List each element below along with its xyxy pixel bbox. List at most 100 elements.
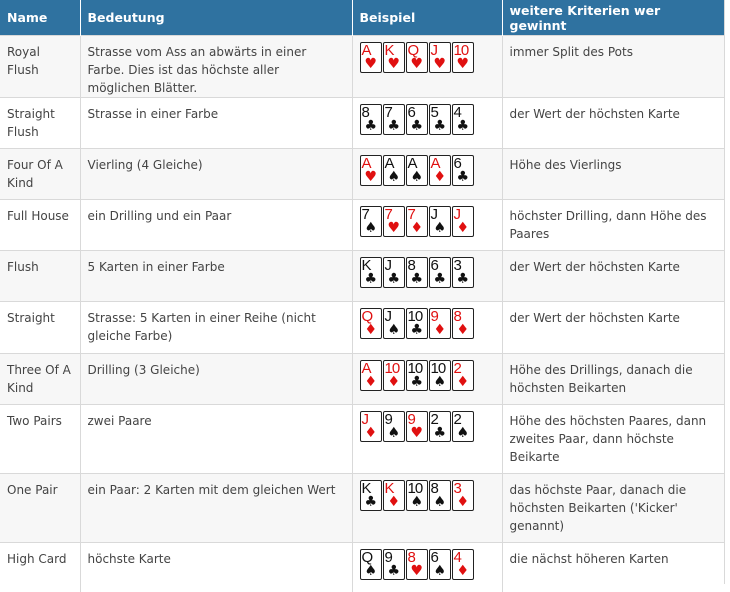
spade-suit-icon: ♠ [387,322,401,338]
card-rank: K [361,257,372,274]
spade-suit-icon: ♠ [364,563,378,579]
card-rank: J [384,308,392,325]
hand-example: 8 ♣ 7 ♣ 6 ♣ 5 ♣ 4 ♣ [352,97,503,149]
hand-example: 7 ♠ 7 ♥ 7 ♦ J ♠ J ♦ [352,199,503,251]
playing-card: 8 ♣ [359,104,382,135]
card-rank: Q [407,42,420,59]
club-suit-icon: ♣ [433,118,447,134]
card-rank: 10 [407,480,424,497]
hand-meaning: höchste Karte [80,542,353,592]
playing-card: 6 ♠ [428,549,451,580]
playing-card: 7 ♠ [359,206,382,237]
playing-card: 7 ♥ [382,206,405,237]
hand-criteria: der Wert der höchsten Karte [502,97,724,149]
card-group: K ♣ J ♣ 8 ♣ 6 ♣ 3 ♣ [359,257,495,288]
card-rank: K [384,480,395,497]
club-suit-icon: ♣ [364,118,378,134]
diamond-suit-icon: ♦ [456,494,470,510]
card-rank: 9 [407,411,416,428]
playing-card: 3 ♦ [451,480,474,511]
hand-criteria: Höhe des höchsten Paares, dann zweites P… [502,404,724,474]
hand-criteria: höchster Drilling, dann Höhe des Paares [502,199,724,251]
playing-card: Q ♠ [359,549,382,580]
heart-suit-icon: ♥ [364,56,378,72]
spade-suit-icon: ♠ [410,494,424,510]
playing-card: 6 ♣ [405,104,428,135]
card-group: J ♦ 9 ♠ 9 ♥ 2 ♣ 2 ♠ [359,411,495,442]
club-suit-icon: ♣ [364,494,378,510]
card-group: Q ♠ 9 ♣ 8 ♥ 6 ♠ 4 ♦ [359,549,495,580]
card-rank: K [384,42,395,59]
diamond-suit-icon: ♦ [456,374,470,390]
hand-name: Full House [0,199,81,251]
card-rank: 5 [430,104,439,121]
playing-card: J ♠ [428,206,451,237]
hand-name: Four Of A Kind [0,148,81,200]
card-rank: 7 [361,206,370,223]
hand-name: One Pair [0,473,81,543]
card-rank: K [361,480,372,497]
card-rank: 6 [407,104,416,121]
hand-name: High Card [0,542,81,592]
diamond-suit-icon: ♦ [456,322,470,338]
hand-criteria: immer Split des Pots [502,35,724,98]
card-rank: 3 [453,480,462,497]
playing-card: 3 ♣ [451,257,474,288]
table-header-row: Name Bedeutung Beispiel weitere Kriterie… [0,0,724,36]
spade-suit-icon: ♠ [433,220,447,236]
card-group: 8 ♣ 7 ♣ 6 ♣ 5 ♣ 4 ♣ [359,104,495,135]
table-row: Royal Flush Strasse vom Ass an abwärts in… [0,35,724,98]
club-suit-icon: ♣ [433,271,447,287]
playing-card: 10 ♥ [451,42,474,73]
heart-suit-icon: ♥ [410,425,424,441]
card-rank: 3 [453,257,462,274]
heart-suit-icon: ♥ [433,56,447,72]
playing-card: A ♥ [359,42,382,73]
spade-suit-icon: ♠ [433,374,447,390]
hand-criteria: Höhe des Vierlings [502,148,724,200]
heart-suit-icon: ♥ [387,56,401,72]
card-rank: J [453,206,461,223]
club-suit-icon: ♣ [364,271,378,287]
hand-meaning: ein Drilling und ein Paar [80,199,353,251]
club-suit-icon: ♣ [456,169,470,185]
hand-criteria: die nächst höheren Karten [502,542,724,592]
spade-suit-icon: ♠ [387,169,401,185]
hand-example: K ♣ K ♦ 10 ♠ 8 ♠ 3 ♦ [352,473,503,543]
card-rank: A [361,155,372,172]
hand-example: K ♣ J ♣ 8 ♣ 6 ♣ 3 ♣ [352,250,503,302]
diamond-suit-icon: ♦ [456,563,470,579]
card-rank: 4 [453,549,462,566]
club-suit-icon: ♣ [387,118,401,134]
hand-criteria: das höchste Paar, danach die höchsten Be… [502,473,724,543]
table-row: Four Of A Kind Vierling (4 Gleiche) A ♥ A ♠ A ♠… [0,148,724,200]
playing-card: Q ♥ [405,42,428,73]
playing-card: A ♠ [382,155,405,186]
playing-card: A ♠ [405,155,428,186]
card-rank: J [384,257,392,274]
diamond-suit-icon: ♦ [433,169,447,185]
card-group: A ♥ K ♥ Q ♥ J ♥ 10 ♥ [359,42,495,73]
hand-meaning: Vierling (4 Gleiche) [80,148,353,200]
card-group: A ♥ A ♠ A ♠ A ♦ 6 ♣ [359,155,495,186]
hand-example: A ♥ K ♥ Q ♥ J ♥ 10 ♥ [352,35,503,98]
playing-card: 9 ♠ [382,411,405,442]
playing-card: 6 ♣ [451,155,474,186]
playing-card: 8 ♥ [405,549,428,580]
heart-suit-icon: ♥ [456,56,470,72]
heart-suit-icon: ♥ [410,56,424,72]
playing-card: Q ♦ [359,308,382,339]
card-rank: 10 [407,360,424,377]
card-rank: 6 [430,549,439,566]
card-rank: 8 [361,104,370,121]
card-rank: 9 [384,549,393,566]
diamond-suit-icon: ♦ [456,220,470,236]
playing-card: 8 ♠ [428,480,451,511]
card-rank: 8 [453,308,462,325]
card-rank: 8 [407,549,416,566]
table-body: Royal Flush Strasse vom Ass an abwärts in… [0,35,724,592]
playing-card: A ♦ [359,360,382,391]
club-suit-icon: ♣ [433,425,447,441]
card-rank: J [430,206,438,223]
